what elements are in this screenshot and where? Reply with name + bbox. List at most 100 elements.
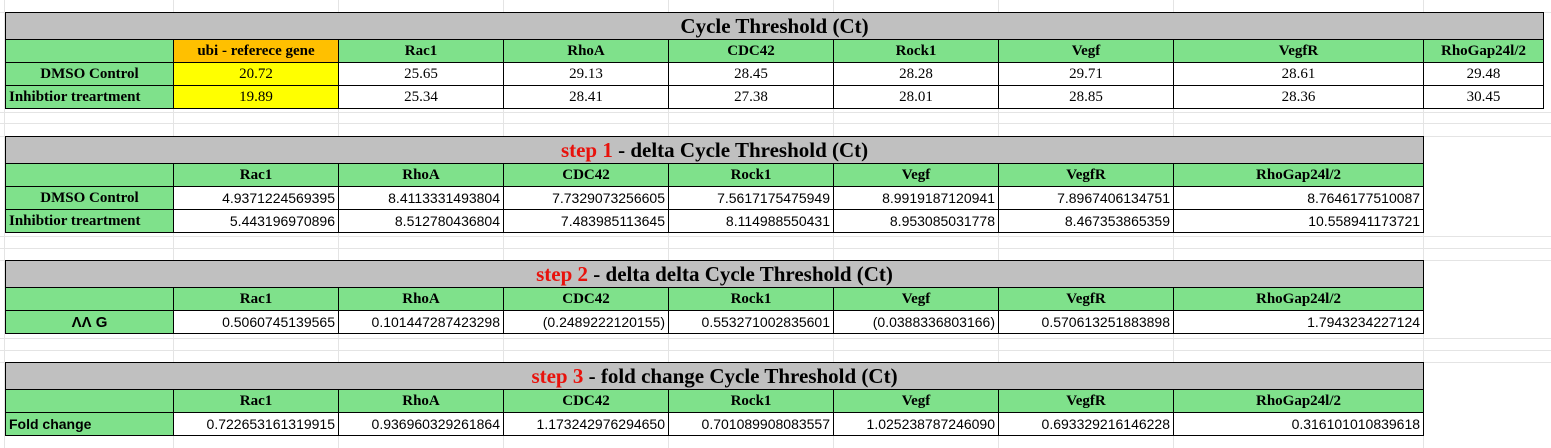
row-label[interactable]: ΛΛ G: [5, 310, 174, 334]
data-cell[interactable]: 0.936960329261864: [338, 412, 504, 436]
step-label: step 1: [560, 138, 613, 162]
table-row: DMSO Control 4.9371224569395 8.411333149…: [5, 186, 1425, 210]
data-cell[interactable]: 0.701089908083557: [668, 412, 834, 436]
data-cell[interactable]: 28.01: [833, 85, 999, 109]
data-cell[interactable]: 8.512780436804: [338, 209, 504, 233]
col-header[interactable]: CDC42: [503, 163, 669, 187]
data-cell[interactable]: 29.71: [998, 62, 1174, 86]
corner-cell: [5, 389, 174, 413]
col-header[interactable]: RhoA: [338, 163, 504, 187]
data-cell[interactable]: 1.025238787246090: [833, 412, 999, 436]
corner-cell: [5, 287, 174, 311]
data-cell[interactable]: 10.558941173721: [1172, 209, 1425, 233]
col-header[interactable]: Rock1: [668, 287, 834, 311]
col-header[interactable]: Rac1: [338, 39, 504, 63]
data-cell[interactable]: 29.48: [1422, 62, 1545, 86]
table-row: ΛΛ G 0.5060745139565 0.101447287423298 (…: [5, 310, 1425, 334]
col-header[interactable]: VegfR: [998, 389, 1174, 413]
data-cell[interactable]: 0.693329216146228: [998, 412, 1174, 436]
data-cell[interactable]: 7.8967406134751: [998, 186, 1174, 210]
col-header[interactable]: Vegf: [833, 389, 999, 413]
data-cell[interactable]: 7.7329073256605: [503, 186, 669, 210]
data-cell[interactable]: 7.483985113645: [503, 209, 669, 233]
row-label[interactable]: Fold change: [5, 412, 174, 436]
row-label[interactable]: DMSO Control: [5, 186, 174, 210]
col-header[interactable]: CDC42: [668, 39, 834, 63]
data-cell[interactable]: 0.570613251883898: [998, 310, 1174, 334]
data-cell[interactable]: 27.38: [668, 85, 834, 109]
table-row: Inhibtior treartment 19.89 25.34 28.41 2…: [5, 85, 1545, 109]
col-header[interactable]: Vegf: [833, 163, 999, 187]
data-cell[interactable]: 8.953085031778: [833, 209, 999, 233]
data-cell[interactable]: 0.722653161319915: [173, 412, 339, 436]
col-header[interactable]: RhoA: [338, 389, 504, 413]
data-cell[interactable]: 8.7646177510087: [1172, 186, 1425, 210]
data-cell[interactable]: 28.45: [668, 62, 834, 86]
step1-table: step 1 - delta Cycle Threshold (Ct) Rac1…: [4, 136, 1425, 233]
step2-table: step 2 - delta delta Cycle Threshold (Ct…: [4, 260, 1425, 334]
data-cell[interactable]: 30.45: [1422, 85, 1545, 109]
ref-gene-header[interactable]: ubi - referece gene: [173, 39, 339, 63]
col-header[interactable]: Rac1: [173, 287, 339, 311]
data-cell[interactable]: 7.5617175475949: [668, 186, 834, 210]
ref-gene-cell[interactable]: 19.89: [173, 85, 339, 109]
col-header[interactable]: RhoGap24l/2: [1172, 389, 1425, 413]
data-cell[interactable]: 28.85: [998, 85, 1174, 109]
col-header[interactable]: Rock1: [668, 163, 834, 187]
data-cell[interactable]: 28.41: [503, 85, 669, 109]
ct-table-title: Cycle Threshold (Ct): [4, 12, 1545, 40]
col-header[interactable]: Rock1: [668, 389, 834, 413]
data-cell[interactable]: 8.9919187120941: [833, 186, 999, 210]
corner-cell: [5, 39, 174, 63]
col-header[interactable]: RhoGap24l/2: [1172, 163, 1425, 187]
data-cell[interactable]: 25.65: [338, 62, 504, 86]
col-header[interactable]: Vegf: [833, 287, 999, 311]
col-header[interactable]: VegfR: [998, 287, 1174, 311]
data-cell[interactable]: 1.173242976294650: [503, 412, 669, 436]
col-header[interactable]: Rac1: [173, 163, 339, 187]
ref-gene-cell[interactable]: 20.72: [173, 62, 339, 86]
data-cell[interactable]: 0.5060745139565: [173, 310, 339, 334]
table-row: Inhibtior treartment 5.443196970896 8.51…: [5, 209, 1425, 233]
col-header[interactable]: VegfR: [998, 163, 1174, 187]
row-label[interactable]: Inhibtior treartment: [5, 85, 174, 109]
corner-cell: [5, 163, 174, 187]
data-cell[interactable]: 28.61: [1173, 62, 1424, 86]
col-header[interactable]: RhoA: [503, 39, 669, 63]
step3-table-title: step 3 - fold change Cycle Threshold (Ct…: [4, 362, 1425, 390]
step-label: step 2: [536, 262, 589, 286]
data-cell[interactable]: 0.316101010839618: [1172, 412, 1425, 436]
data-cell[interactable]: (0.0388336803166): [833, 310, 999, 334]
col-header[interactable]: VegfR: [1173, 39, 1424, 63]
data-cell[interactable]: 4.9371224569395: [173, 186, 339, 210]
step-label: step 3: [531, 364, 584, 388]
data-cell[interactable]: 8.114988550431: [668, 209, 834, 233]
table-row: DMSO Control 20.72 25.65 29.13 28.45 28.…: [5, 62, 1545, 86]
col-header[interactable]: RhoGap24l/2: [1172, 287, 1425, 311]
step1-table-title: step 1 - delta Cycle Threshold (Ct): [4, 136, 1425, 164]
row-label[interactable]: Inhibtior treartment: [5, 209, 174, 233]
data-cell[interactable]: 29.13: [503, 62, 669, 86]
data-cell[interactable]: 0.553271002835601: [668, 310, 834, 334]
data-cell[interactable]: 8.467353865359: [998, 209, 1174, 233]
col-header[interactable]: Rac1: [173, 389, 339, 413]
col-header[interactable]: Vegf: [998, 39, 1174, 63]
data-cell[interactable]: 1.7943234227124: [1172, 310, 1425, 334]
col-header[interactable]: Rock1: [833, 39, 999, 63]
col-header[interactable]: CDC42: [503, 389, 669, 413]
step2-table-title: step 2 - delta delta Cycle Threshold (Ct…: [4, 260, 1425, 288]
data-cell[interactable]: 28.28: [833, 62, 999, 86]
data-cell[interactable]: 0.101447287423298: [338, 310, 504, 334]
data-cell[interactable]: 5.443196970896: [173, 209, 339, 233]
data-cell[interactable]: (0.2489222120155): [503, 310, 669, 334]
step3-table: step 3 - fold change Cycle Threshold (Ct…: [4, 362, 1425, 436]
col-header[interactable]: RhoGap24l/2: [1422, 39, 1545, 63]
data-cell[interactable]: 8.4113331493804: [338, 186, 504, 210]
data-cell[interactable]: 28.36: [1173, 85, 1424, 109]
ct-table: Cycle Threshold (Ct) ubi - referece gene…: [4, 12, 1545, 109]
data-cell[interactable]: 25.34: [338, 85, 504, 109]
col-header[interactable]: CDC42: [503, 287, 669, 311]
col-header[interactable]: RhoA: [338, 287, 504, 311]
row-label[interactable]: DMSO Control: [5, 62, 174, 86]
table-row: Fold change 0.722653161319915 0.93696032…: [5, 412, 1425, 436]
